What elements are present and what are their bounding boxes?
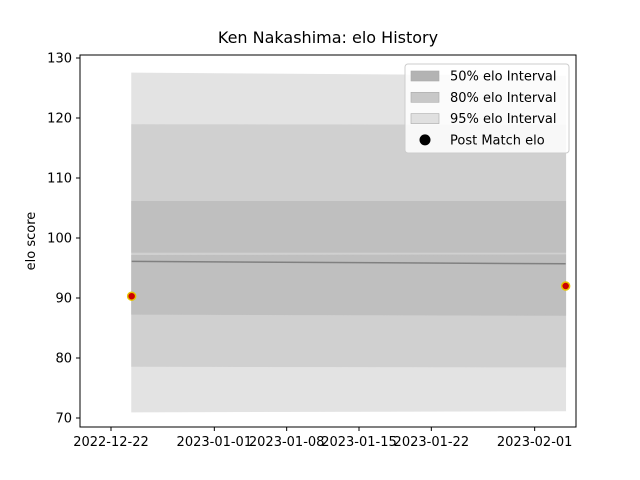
x-tick-label-3: 2023-01-15 bbox=[321, 435, 397, 450]
legend-label-3: Post Match elo bbox=[450, 133, 545, 148]
legend: 50% elo Interval 80% elo Interval 95% elo … bbox=[404, 63, 570, 154]
x-tick-label-1: 2023-01-01 bbox=[177, 435, 253, 450]
plot-frame bbox=[79, 54, 577, 428]
legend-label-0: 50% elo Interval bbox=[450, 70, 557, 85]
y-tick-label-3: 100 bbox=[47, 232, 72, 247]
post-match-point-0 bbox=[126, 291, 137, 301]
legend-swatch-1 bbox=[410, 92, 440, 103]
x-tick-label-5: 2023-02-01 bbox=[497, 435, 573, 450]
x-tick-label-4: 2023-01-22 bbox=[394, 435, 470, 450]
post-match-points bbox=[126, 281, 571, 301]
mean-elo-line bbox=[131, 260, 566, 265]
y-axis-label: elo score bbox=[24, 212, 39, 271]
legend-label-2: 95% elo Interval bbox=[450, 112, 557, 127]
legend-marker-3 bbox=[419, 134, 431, 146]
legend-swatch-0 bbox=[410, 70, 440, 82]
legend-box bbox=[404, 63, 570, 154]
y-tick-label-6: 130 bbox=[47, 52, 72, 67]
mean-line-group bbox=[131, 260, 566, 265]
y-axis-ticks: 70 80 90 100 110 120 130 bbox=[47, 52, 80, 427]
y-tick-label-4: 110 bbox=[47, 172, 72, 187]
interval-bands bbox=[131, 72, 567, 413]
y-tick-label-0: 70 bbox=[55, 412, 72, 427]
x-axis-ticks: 2022-12-22 2023-01-012023-01-082023-01-15… bbox=[73, 427, 572, 450]
x-tick-label-2: 2023-01-08 bbox=[249, 435, 325, 450]
y-tick-label-1: 80 bbox=[55, 352, 72, 367]
chart-title: Ken Nakashima: elo History bbox=[218, 28, 438, 47]
y-tick-label-5: 120 bbox=[47, 112, 72, 127]
post-match-point-1 bbox=[560, 281, 571, 291]
legend-swatch-2 bbox=[410, 113, 440, 124]
x-tick-label-0: 2022-12-22 bbox=[73, 435, 149, 450]
interval-band-3 bbox=[131, 200, 567, 253]
y-tick-label-2: 90 bbox=[55, 292, 72, 307]
legend-label-1: 80% elo Interval bbox=[450, 91, 557, 106]
